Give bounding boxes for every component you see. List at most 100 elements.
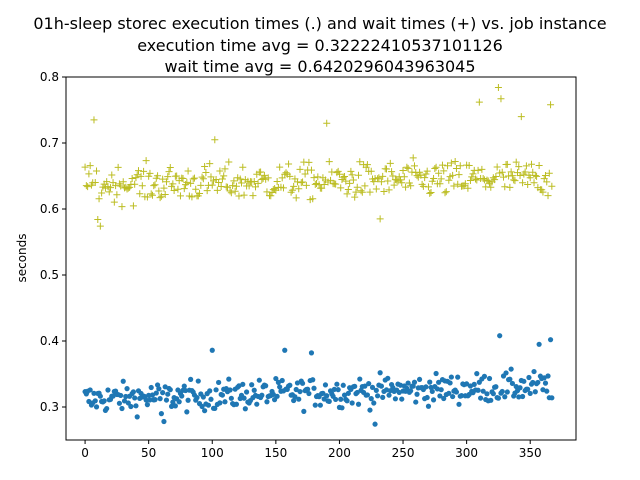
wait-time-point	[320, 181, 328, 189]
exec-time-point	[170, 399, 176, 405]
exec-time-point	[202, 408, 208, 414]
y-tick-label: 0.3	[40, 400, 59, 414]
exec-time-point	[242, 406, 248, 412]
wait-time-point	[455, 171, 463, 179]
wait-time-point	[501, 183, 509, 191]
wait-time-point	[279, 184, 287, 192]
wait-time-point	[192, 185, 200, 193]
exec-time-point	[416, 376, 423, 383]
exec-time-point	[249, 382, 255, 388]
wait-time-point	[478, 165, 486, 173]
exec-time-point	[128, 403, 134, 410]
wait-time-point	[506, 183, 514, 191]
chart-title-line-3: wait time avg = 0.6420296043963045	[164, 57, 476, 76]
wait-time-point	[286, 172, 294, 180]
exec-time-point	[532, 389, 538, 395]
exec-time-point	[293, 386, 299, 393]
wait-time-point	[351, 193, 359, 201]
exec-time-point	[413, 399, 419, 405]
wait-time-point	[444, 162, 452, 170]
exec-time-point	[371, 400, 377, 406]
wait-time-point	[295, 185, 303, 193]
wait-time-point	[535, 161, 543, 169]
exec-time-point	[475, 387, 481, 393]
wait-time-point	[511, 177, 519, 185]
wait-time-point	[267, 192, 275, 200]
wait-time-point	[386, 159, 394, 167]
wait-time-point	[498, 168, 506, 176]
wait-time-point	[452, 164, 460, 172]
exec-time-point	[544, 388, 550, 394]
wait-time-point	[424, 183, 432, 191]
wait-time-point	[273, 178, 281, 186]
wait-time-point	[150, 182, 158, 190]
exec-time-point	[424, 394, 430, 401]
wait-time-point	[376, 215, 384, 223]
wait-time-point	[451, 158, 459, 166]
wait-time-point	[197, 181, 205, 189]
wait-time-point	[358, 188, 366, 196]
wait-time-point	[296, 165, 304, 173]
exec-time-point	[340, 382, 346, 388]
wait-time-point	[94, 216, 102, 224]
y-tick-label: 0.6	[40, 202, 59, 216]
exec-time-point	[517, 385, 523, 391]
exec-time-point	[369, 384, 376, 391]
wait-time-point	[221, 165, 229, 173]
exec-time-point	[172, 403, 178, 409]
exec-time-point	[277, 384, 283, 390]
wait-time-point	[81, 163, 89, 171]
y-tick-label: 0.8	[40, 70, 59, 84]
exec-time-point	[256, 377, 262, 383]
wait-time-point	[337, 184, 345, 192]
wait-time-point	[309, 195, 317, 203]
exec-time-point	[287, 382, 293, 388]
exec-time-point	[441, 395, 447, 402]
exec-time-point	[399, 396, 405, 402]
wait-time-point	[346, 179, 354, 187]
exec-time-point	[163, 397, 170, 403]
wait-time-point	[310, 174, 318, 182]
wait-time-point	[179, 175, 187, 183]
exec-time-point	[542, 380, 549, 386]
wait-time-point	[249, 192, 257, 200]
wait-time-point	[399, 166, 407, 174]
exec-time-point	[176, 399, 182, 405]
wait-time-point	[416, 168, 424, 176]
wait-time-point	[409, 154, 417, 162]
exec-time-point	[386, 392, 392, 398]
exec-time-point	[392, 396, 399, 402]
exec-time-point	[547, 337, 554, 343]
exec-time-point	[366, 381, 372, 387]
exec-time-point	[299, 380, 306, 386]
exec-time-point	[179, 393, 185, 399]
exec-time-point	[134, 414, 140, 420]
wait-time-point	[352, 188, 360, 196]
x-tick-label: 350	[519, 446, 542, 460]
exec-time-point	[233, 401, 240, 407]
wait-time-point	[133, 171, 141, 179]
wait-time-point	[301, 170, 309, 178]
exec-time-point	[165, 391, 171, 397]
wait-time-point	[142, 157, 150, 165]
wait-time-point	[468, 173, 476, 181]
exec-time-point	[306, 390, 312, 397]
exec-time-point	[208, 396, 214, 402]
exec-time-point	[504, 389, 510, 395]
wait-time-point	[407, 182, 415, 190]
exec-time-point	[364, 392, 371, 398]
wait-time-point	[263, 188, 271, 196]
exec-time-point	[264, 399, 270, 405]
wait-time-point	[545, 169, 553, 177]
exec-time-point	[335, 387, 341, 393]
wait-time-point	[432, 163, 440, 171]
exec-time-point	[478, 395, 484, 401]
wait-time-point	[370, 178, 378, 186]
exec-time-point	[429, 388, 435, 395]
exec-time-point	[526, 374, 532, 381]
wait-time-point	[521, 168, 529, 176]
wait-time-point	[232, 182, 240, 190]
wait-time-point	[349, 176, 357, 184]
wait-time-point	[447, 159, 455, 167]
wait-time-point	[357, 187, 365, 195]
